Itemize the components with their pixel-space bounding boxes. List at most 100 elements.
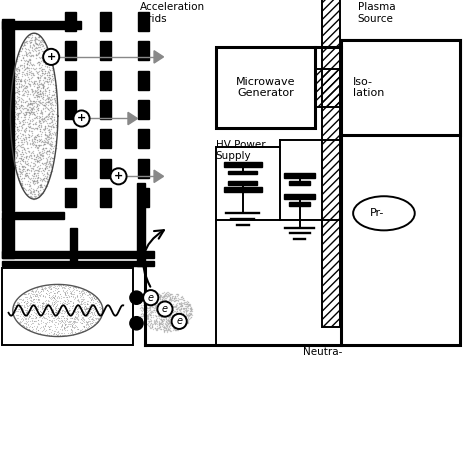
Point <box>151 311 159 319</box>
Point <box>168 311 176 319</box>
Point <box>143 301 150 308</box>
Point <box>146 324 154 331</box>
Point <box>155 289 162 297</box>
Point <box>9 123 16 131</box>
Point <box>51 113 58 121</box>
Point <box>31 87 39 95</box>
Point <box>172 327 179 334</box>
Point <box>67 290 75 298</box>
Point <box>98 308 105 315</box>
Point <box>27 60 35 68</box>
Point <box>34 157 41 165</box>
Point <box>17 107 24 114</box>
Point <box>9 129 17 137</box>
Point <box>51 295 59 303</box>
Point <box>19 116 27 124</box>
Point <box>38 159 46 166</box>
Point <box>24 165 31 173</box>
Point <box>151 324 158 332</box>
Point <box>32 67 40 75</box>
Point <box>163 305 171 312</box>
Point <box>146 301 154 309</box>
Point <box>73 329 81 337</box>
Point <box>54 332 61 340</box>
Point <box>158 308 165 315</box>
Point <box>55 297 62 305</box>
Point <box>70 299 77 306</box>
Point <box>39 166 47 173</box>
Point <box>163 292 171 300</box>
Point <box>46 122 53 130</box>
Point <box>45 127 52 134</box>
Point <box>32 300 39 308</box>
Point <box>14 150 21 158</box>
Point <box>38 284 46 292</box>
Point <box>24 321 31 329</box>
Point <box>24 138 31 146</box>
Point <box>25 66 33 73</box>
Point <box>149 292 156 300</box>
Point <box>71 318 79 326</box>
Point <box>11 119 19 127</box>
Point <box>45 125 52 133</box>
Point <box>15 113 22 120</box>
Point <box>26 68 33 75</box>
Point <box>162 292 169 299</box>
Point <box>36 313 43 321</box>
Point <box>18 315 26 322</box>
Point <box>14 92 21 100</box>
Point <box>30 160 38 167</box>
Point <box>29 164 36 172</box>
Point <box>48 58 55 66</box>
Point <box>150 300 158 308</box>
Point <box>9 141 16 148</box>
Point <box>142 297 149 304</box>
Point <box>48 299 55 306</box>
Point <box>87 305 94 313</box>
Point <box>162 299 170 306</box>
Point <box>25 134 33 141</box>
Point <box>57 323 64 331</box>
Point <box>25 76 33 83</box>
Point <box>42 55 49 62</box>
Point <box>63 310 71 317</box>
Point <box>88 300 95 308</box>
Point <box>172 308 179 315</box>
Point <box>175 307 182 314</box>
Point <box>37 283 45 291</box>
Point <box>72 313 79 321</box>
Point <box>52 139 60 147</box>
Point <box>156 295 164 303</box>
Point <box>53 283 61 290</box>
Point <box>30 177 37 185</box>
Point <box>24 315 32 322</box>
Point <box>42 144 50 152</box>
Point <box>23 134 30 141</box>
Point <box>157 305 164 313</box>
Point <box>10 307 18 315</box>
Point <box>17 122 25 129</box>
Point <box>27 193 35 201</box>
Point <box>35 121 43 129</box>
Point <box>46 289 54 296</box>
Point <box>88 310 96 318</box>
Point <box>96 305 103 313</box>
Point <box>157 319 164 326</box>
Point <box>24 106 32 113</box>
Point <box>45 290 53 297</box>
Point <box>89 293 96 301</box>
Point <box>48 63 55 70</box>
Point <box>73 286 81 294</box>
Point <box>43 46 51 54</box>
Point <box>36 149 43 156</box>
Point <box>50 320 58 328</box>
Point <box>46 114 54 122</box>
Point <box>85 313 93 321</box>
Point <box>167 300 174 308</box>
Point <box>158 300 166 308</box>
Point <box>18 83 25 91</box>
Point <box>44 75 51 82</box>
Point <box>82 291 89 298</box>
Point <box>36 307 43 315</box>
Point <box>32 37 39 45</box>
